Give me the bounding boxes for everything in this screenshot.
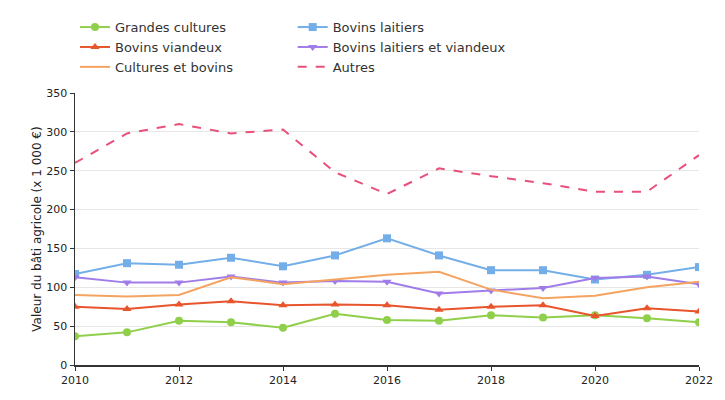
svg-text:250: 250 — [46, 165, 67, 178]
svg-text:200: 200 — [46, 203, 67, 216]
svg-text:2010: 2010 — [61, 374, 89, 387]
svg-text:Bovins viandeux: Bovins viandeux — [115, 40, 222, 55]
svg-text:2016: 2016 — [373, 374, 401, 387]
svg-text:2014: 2014 — [269, 374, 297, 387]
svg-text:2020: 2020 — [581, 374, 609, 387]
svg-text:100: 100 — [46, 281, 67, 294]
svg-text:2022: 2022 — [685, 374, 713, 387]
svg-text:300: 300 — [46, 126, 67, 139]
svg-text:50: 50 — [53, 320, 67, 333]
svg-text:Grandes cultures: Grandes cultures — [115, 20, 226, 35]
svg-text:Bovins laitiers et viandeux: Bovins laitiers et viandeux — [333, 40, 506, 55]
svg-text:Autres: Autres — [333, 60, 375, 75]
svg-text:150: 150 — [46, 242, 67, 255]
svg-text:350: 350 — [46, 87, 67, 100]
svg-text:0: 0 — [60, 359, 67, 372]
svg-text:2012: 2012 — [165, 374, 193, 387]
svg-text:Bovins laitiers: Bovins laitiers — [333, 20, 425, 35]
svg-text:2018: 2018 — [477, 374, 505, 387]
svg-text:Cultures et bovins: Cultures et bovins — [115, 60, 233, 75]
svg-text:Valeur du bâti agricole (x 1 0: Valeur du bâti agricole (x 1 000 €) — [30, 126, 44, 331]
